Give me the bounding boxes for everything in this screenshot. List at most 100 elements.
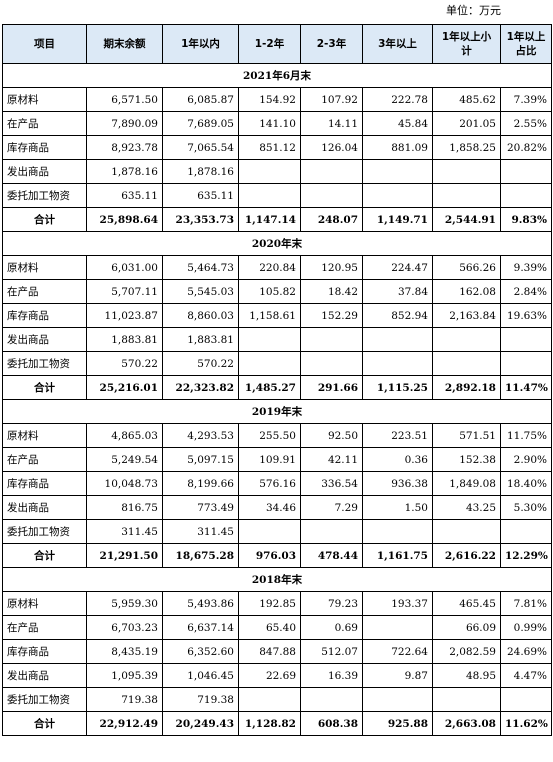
total-cell: 2,544.91 [432,207,501,232]
table-cell: 105.82 [238,279,301,304]
total-cell: 20,249.43 [162,711,239,736]
total-label: 合计 [2,375,87,400]
table-cell: 141.10 [238,111,301,136]
table-cell [238,687,301,712]
table-cell: 2,163.84 [432,303,501,328]
table-cell: 42.11 [300,447,363,472]
total-row: 合计 22,912.49 20,249.43 1,128.82 608.38 925.88… [2,711,552,736]
table-cell: 92.50 [300,423,363,448]
table-cell: 635.11 [86,183,163,208]
table-cell [362,159,433,184]
table-cell: 2.90% [500,447,552,472]
table-cell: 852.94 [362,303,433,328]
table-cell: 1,883.81 [86,327,163,352]
table-cell: 2.84% [500,279,552,304]
table-cell: 5,097.15 [162,447,239,472]
table-cell: 7.29 [300,495,363,520]
row-label: 在产品 [2,279,87,304]
total-cell: 1,128.82 [238,711,301,736]
table-row: 发出商品 1,883.81 1,883.81 [2,327,552,352]
table-cell: 66.09 [432,615,501,640]
table-cell: 5,464.73 [162,255,239,280]
row-label: 库存商品 [2,135,87,160]
total-label: 合计 [2,543,87,568]
table-cell: 571.51 [432,423,501,448]
header-over-1-year-ratio: 1年以上占比 [500,24,552,64]
table-cell: 11.75% [500,423,552,448]
table-cell [500,687,552,712]
table-cell: 18.42 [300,279,363,304]
table-cell: 16.39 [300,663,363,688]
row-label: 库存商品 [2,471,87,496]
table-cell: 5,707.11 [86,279,163,304]
section-title: 2021年6月末 [2,63,552,88]
table-cell: 8,435.19 [86,639,163,664]
unit-label: 单位：万元 [446,4,501,17]
table-cell [432,183,501,208]
table-cell: 6,571.50 [86,87,163,112]
total-cell: 18,675.28 [162,543,239,568]
table-cell: 6,352.60 [162,639,239,664]
total-cell: 22,323.82 [162,375,239,400]
total-row: 合计 25,898.64 23,353.73 1,147.14 248.07 1,149.… [2,207,552,232]
table-cell: 851.12 [238,135,301,160]
table-cell: 10,048.73 [86,471,163,496]
table-cell: 18.40% [500,471,552,496]
total-cell: 21,291.50 [86,543,163,568]
header-2-3-years: 2-3年 [300,24,363,64]
table-cell: 719.38 [86,687,163,712]
header-ending-balance: 期末余额 [86,24,163,64]
table-cell: 8,199.66 [162,471,239,496]
header-item: 项目 [2,24,87,64]
table-cell: 22.69 [238,663,301,688]
table-cell: 48.95 [432,663,501,688]
table-cell: 722.64 [362,639,433,664]
total-label: 合计 [2,711,87,736]
table-cell: 223.51 [362,423,433,448]
total-cell: 2,892.18 [432,375,501,400]
table-cell: 9.87 [362,663,433,688]
row-label: 原材料 [2,87,87,112]
table-cell: 773.49 [162,495,239,520]
table-cell: 7,065.54 [162,135,239,160]
table-cell: 936.38 [362,471,433,496]
header-row: 项目 期末余额 1年以内 1-2年 2-3年 3年以上 1年以上小计 1年以上占… [2,24,552,64]
total-cell: 478.44 [300,543,363,568]
table-cell [362,327,433,352]
section-title: 2020年末 [2,231,552,256]
table-cell [500,183,552,208]
table-row: 原材料 5,959.30 5,493.86 192.85 79.23 193.37 465.… [2,591,552,616]
table-cell: 816.75 [86,495,163,520]
table-cell [362,351,433,376]
table-cell: 20.82% [500,135,552,160]
total-row: 合计 21,291.50 18,675.28 976.03 478.44 1,161.75… [2,543,552,568]
table-row: 发出商品 1,878.16 1,878.16 [2,159,552,184]
table-cell: 1,046.45 [162,663,239,688]
table-cell: 0.36 [362,447,433,472]
table-cell: 7,890.09 [86,111,163,136]
table-cell: 485.62 [432,87,501,112]
table-cell: 336.54 [300,471,363,496]
total-cell: 291.66 [300,375,363,400]
section-header-row: 2020年末 [2,231,552,256]
table-cell [362,615,433,640]
table-row: 发出商品 816.75 773.49 34.46 7.29 1.50 43.25 5.30% [2,495,552,520]
table-cell [300,159,363,184]
table-row: 库存商品 10,048.73 8,199.66 576.16 336.54 936.38 1… [2,471,552,496]
table-cell: 6,703.23 [86,615,163,640]
total-cell: 248.07 [300,207,363,232]
table-cell [238,351,301,376]
table-cell: 37.84 [362,279,433,304]
table-row: 在产品 6,703.23 6,637.14 65.40 0.69 66.09 0.99% [2,615,552,640]
table-cell: 0.99% [500,615,552,640]
table-cell [238,519,301,544]
table-cell: 192.85 [238,591,301,616]
table-cell: 5,959.30 [86,591,163,616]
row-label: 发出商品 [2,159,87,184]
section-header-row: 2018年末 [2,567,552,592]
table-cell: 0.69 [300,615,363,640]
table-cell: 719.38 [162,687,239,712]
table-cell: 162.08 [432,279,501,304]
row-label: 委托加工物资 [2,183,87,208]
inventory-aging-table: 项目 期末余额 1年以内 1-2年 2-3年 3年以上 1年以上小计 1年以上占… [2,24,552,736]
